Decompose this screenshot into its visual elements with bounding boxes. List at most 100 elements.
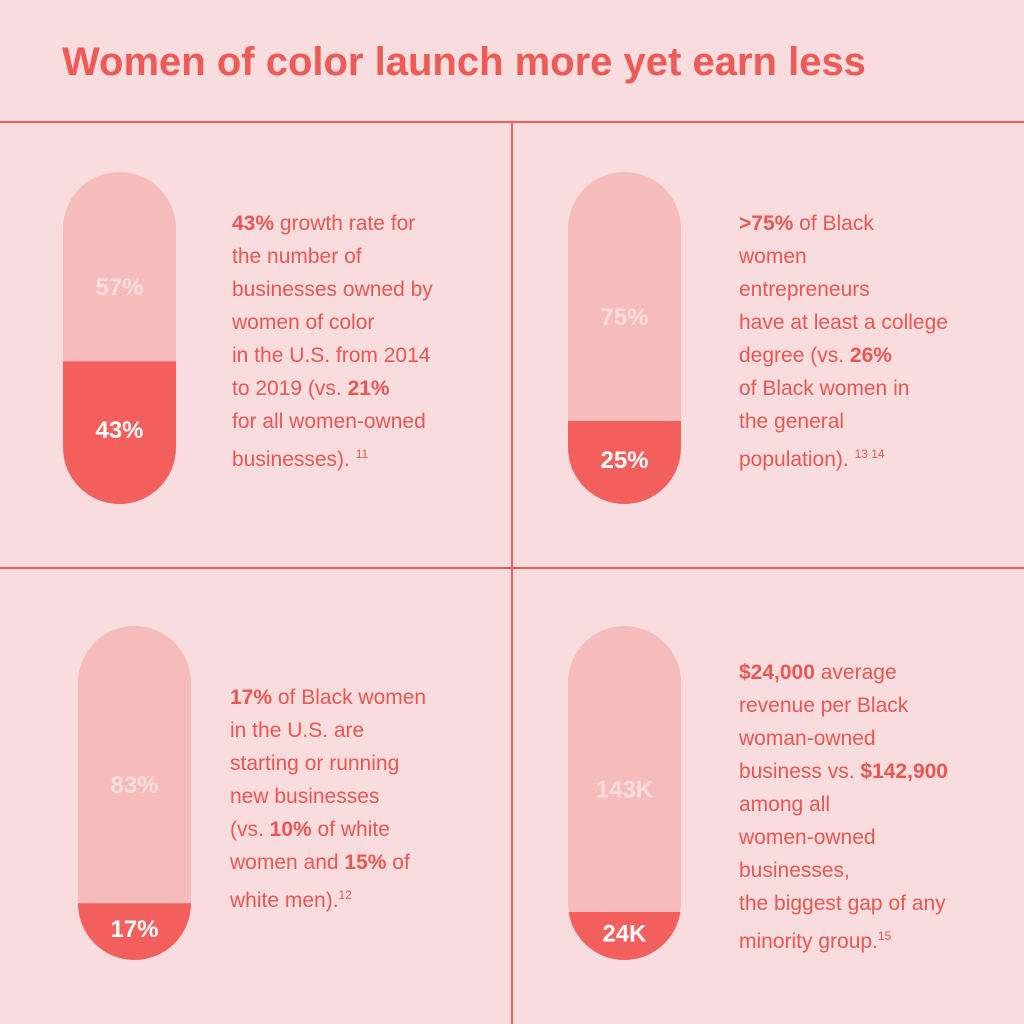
text-line: (vs. 10% of white — [230, 813, 426, 846]
text-line: revenue per Black — [739, 689, 948, 722]
text: entrepreneurs — [739, 278, 870, 301]
text: women and — [230, 851, 345, 874]
pill-top — [78, 626, 191, 904]
text: white men). — [230, 889, 339, 912]
text: in the U.S. from 2014 — [232, 344, 431, 367]
text-line: white men).12 — [230, 879, 426, 917]
text-line: women — [739, 240, 948, 273]
text-line: woman-owned — [739, 722, 948, 755]
pill-top — [568, 172, 681, 421]
text: average — [814, 661, 897, 684]
pill-top-label: 57% — [95, 274, 143, 301]
footnote: 15 — [877, 929, 892, 943]
text-line: population). 13 14 — [739, 438, 948, 476]
text: women — [739, 245, 807, 268]
panel-text: 17% of Black women in the U.S. are startin… — [230, 681, 426, 917]
text: in the U.S. are — [230, 719, 365, 742]
text: (vs. — [230, 818, 270, 841]
text-line: starting or running — [230, 747, 426, 780]
pill-bottom — [63, 361, 176, 504]
highlight: >75% — [739, 212, 794, 235]
text-line: businesses owned by — [232, 273, 433, 306]
title: Women of color launch more yet earn less — [62, 40, 866, 84]
pill — [78, 626, 191, 960]
text: of Black women in — [739, 377, 910, 400]
pill-top-label: 75% — [600, 304, 648, 331]
highlight: $24,000 — [739, 661, 815, 684]
text: degree (vs. — [739, 344, 850, 367]
pill-top-label: 83% — [110, 772, 158, 799]
text-line: to 2019 (vs. 21% — [232, 372, 433, 405]
text-line: the number of — [232, 240, 433, 273]
highlight: $142,900 — [860, 760, 948, 783]
text: of Black — [793, 212, 874, 235]
text: the number of — [232, 245, 362, 268]
panel-text: 43% growth rate for the number of business… — [232, 207, 433, 476]
text: growth rate for — [274, 212, 416, 235]
text-line: the general — [739, 405, 948, 438]
highlight: 26% — [849, 344, 892, 367]
footnote: 13 14 — [854, 447, 885, 461]
pill — [63, 172, 176, 504]
text-line: business vs. $142,900 — [739, 755, 948, 788]
pill-bottom-label: 17% — [110, 916, 158, 943]
text: of white — [311, 818, 390, 841]
panel-text: $24,000 average revenue per Black woman-ow… — [739, 656, 948, 958]
footnote: 11 — [355, 447, 369, 461]
text-line: new businesses — [230, 780, 426, 813]
text: starting or running — [230, 752, 400, 775]
text-line: of Black women in — [739, 372, 948, 405]
text-line: women-owned — [739, 821, 948, 854]
text: businesses owned by — [232, 278, 433, 301]
text: businesses, — [739, 859, 850, 882]
text-line: 43% growth rate for — [232, 207, 433, 240]
text-line: have at least a college — [739, 306, 948, 339]
panel-text: >75% of Black women entrepreneurs have at l… — [739, 207, 948, 476]
pill-top-label: 143K — [596, 776, 654, 803]
text: the biggest gap of any — [739, 892, 946, 915]
text: among all — [739, 793, 831, 816]
text: minority group. — [739, 930, 878, 953]
text-line: in the U.S. from 2014 — [232, 339, 433, 372]
text: for all women-owned — [232, 410, 426, 433]
text-line: women of color — [232, 306, 433, 339]
text-line: >75% of Black — [739, 207, 948, 240]
text-line: entrepreneurs — [739, 273, 948, 306]
text: of Black women — [272, 686, 427, 709]
footnote: 12 — [338, 888, 352, 902]
pill-bottom-label: 43% — [95, 417, 143, 444]
text: revenue per Black — [739, 694, 909, 717]
text: businesses). — [232, 448, 356, 471]
text-line: $24,000 average — [739, 656, 948, 689]
text-line: for all women-owned — [232, 405, 433, 438]
text-line: minority group.15 — [739, 920, 948, 958]
text-line: women and 15% of — [230, 846, 426, 879]
text: have at least a college — [739, 311, 948, 334]
text: to 2019 (vs. — [232, 377, 348, 400]
text-line: businesses, — [739, 854, 948, 887]
highlight: 17% — [230, 686, 273, 709]
text-line: among all — [739, 788, 948, 821]
text-line: in the U.S. are — [230, 714, 426, 747]
text-line: the biggest gap of any — [739, 887, 948, 920]
pill-bottom-label: 24K — [602, 920, 647, 947]
text: of — [386, 851, 410, 874]
highlight: 15% — [344, 851, 387, 874]
highlight: 10% — [269, 818, 312, 841]
text-line: degree (vs. 26% — [739, 339, 948, 372]
text: woman-owned — [739, 727, 876, 750]
highlight: 21% — [347, 377, 390, 400]
text: the general — [739, 410, 845, 433]
text: new businesses — [230, 785, 380, 808]
text: business vs. — [739, 760, 861, 783]
text-line: businesses). 11 — [232, 438, 433, 476]
text: population). — [739, 448, 855, 471]
highlight: 43% — [232, 212, 275, 235]
pill-bottom-label: 25% — [600, 447, 648, 474]
text-line: 17% of Black women — [230, 681, 426, 714]
pill-top — [568, 626, 681, 912]
pill-top — [63, 172, 176, 362]
text: women-owned — [739, 826, 876, 849]
text: women of color — [232, 311, 375, 334]
